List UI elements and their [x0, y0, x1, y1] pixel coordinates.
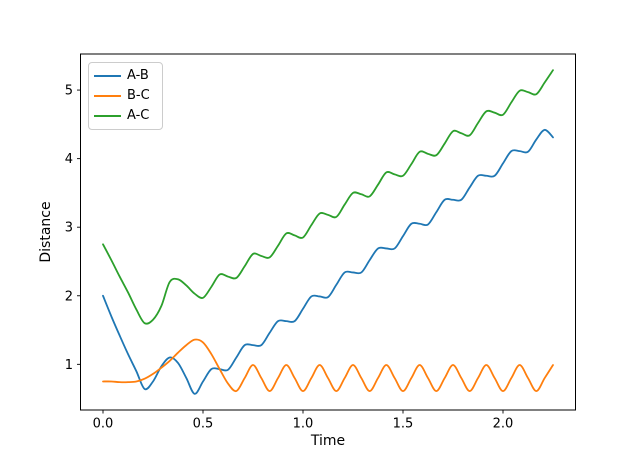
- x-tick-label: 0.5: [193, 417, 214, 432]
- y-tick-label: 3: [65, 221, 73, 236]
- y-tick-label: 2: [65, 289, 73, 304]
- series-line-b-c: [102, 338, 554, 393]
- y-tick-label: 4: [65, 152, 73, 167]
- series-line-a-b: [102, 128, 554, 395]
- legend-label-ac: A-C: [127, 108, 150, 123]
- x-tick-label: 1.0: [293, 417, 314, 432]
- legend-entry-ac: A-C: [94, 108, 156, 124]
- legend-line-swatch-bc: [94, 95, 121, 97]
- y-axis-label: Distance: [38, 201, 54, 263]
- legend-line-swatch-ab: [94, 75, 121, 77]
- legend-line-swatch-ac: [94, 115, 121, 117]
- axes-spines: [80, 53, 576, 411]
- y-tick-label: 5: [65, 84, 73, 99]
- x-tick-label: 0.0: [93, 417, 114, 432]
- x-tick-label: 1.5: [393, 417, 414, 432]
- legend-label-bc: B-C: [127, 88, 150, 103]
- x-tick-label: 2.0: [493, 417, 514, 432]
- legend-entry-ab: A-B: [94, 68, 156, 84]
- legend-label-ab: A-B: [127, 68, 149, 83]
- legend-entry-bc: B-C: [94, 88, 156, 104]
- legend: A-B B-C A-C: [88, 62, 163, 130]
- series-line-a-c: [102, 69, 554, 325]
- y-tick-label: 1: [65, 358, 73, 373]
- x-axis-label: Time: [310, 433, 346, 449]
